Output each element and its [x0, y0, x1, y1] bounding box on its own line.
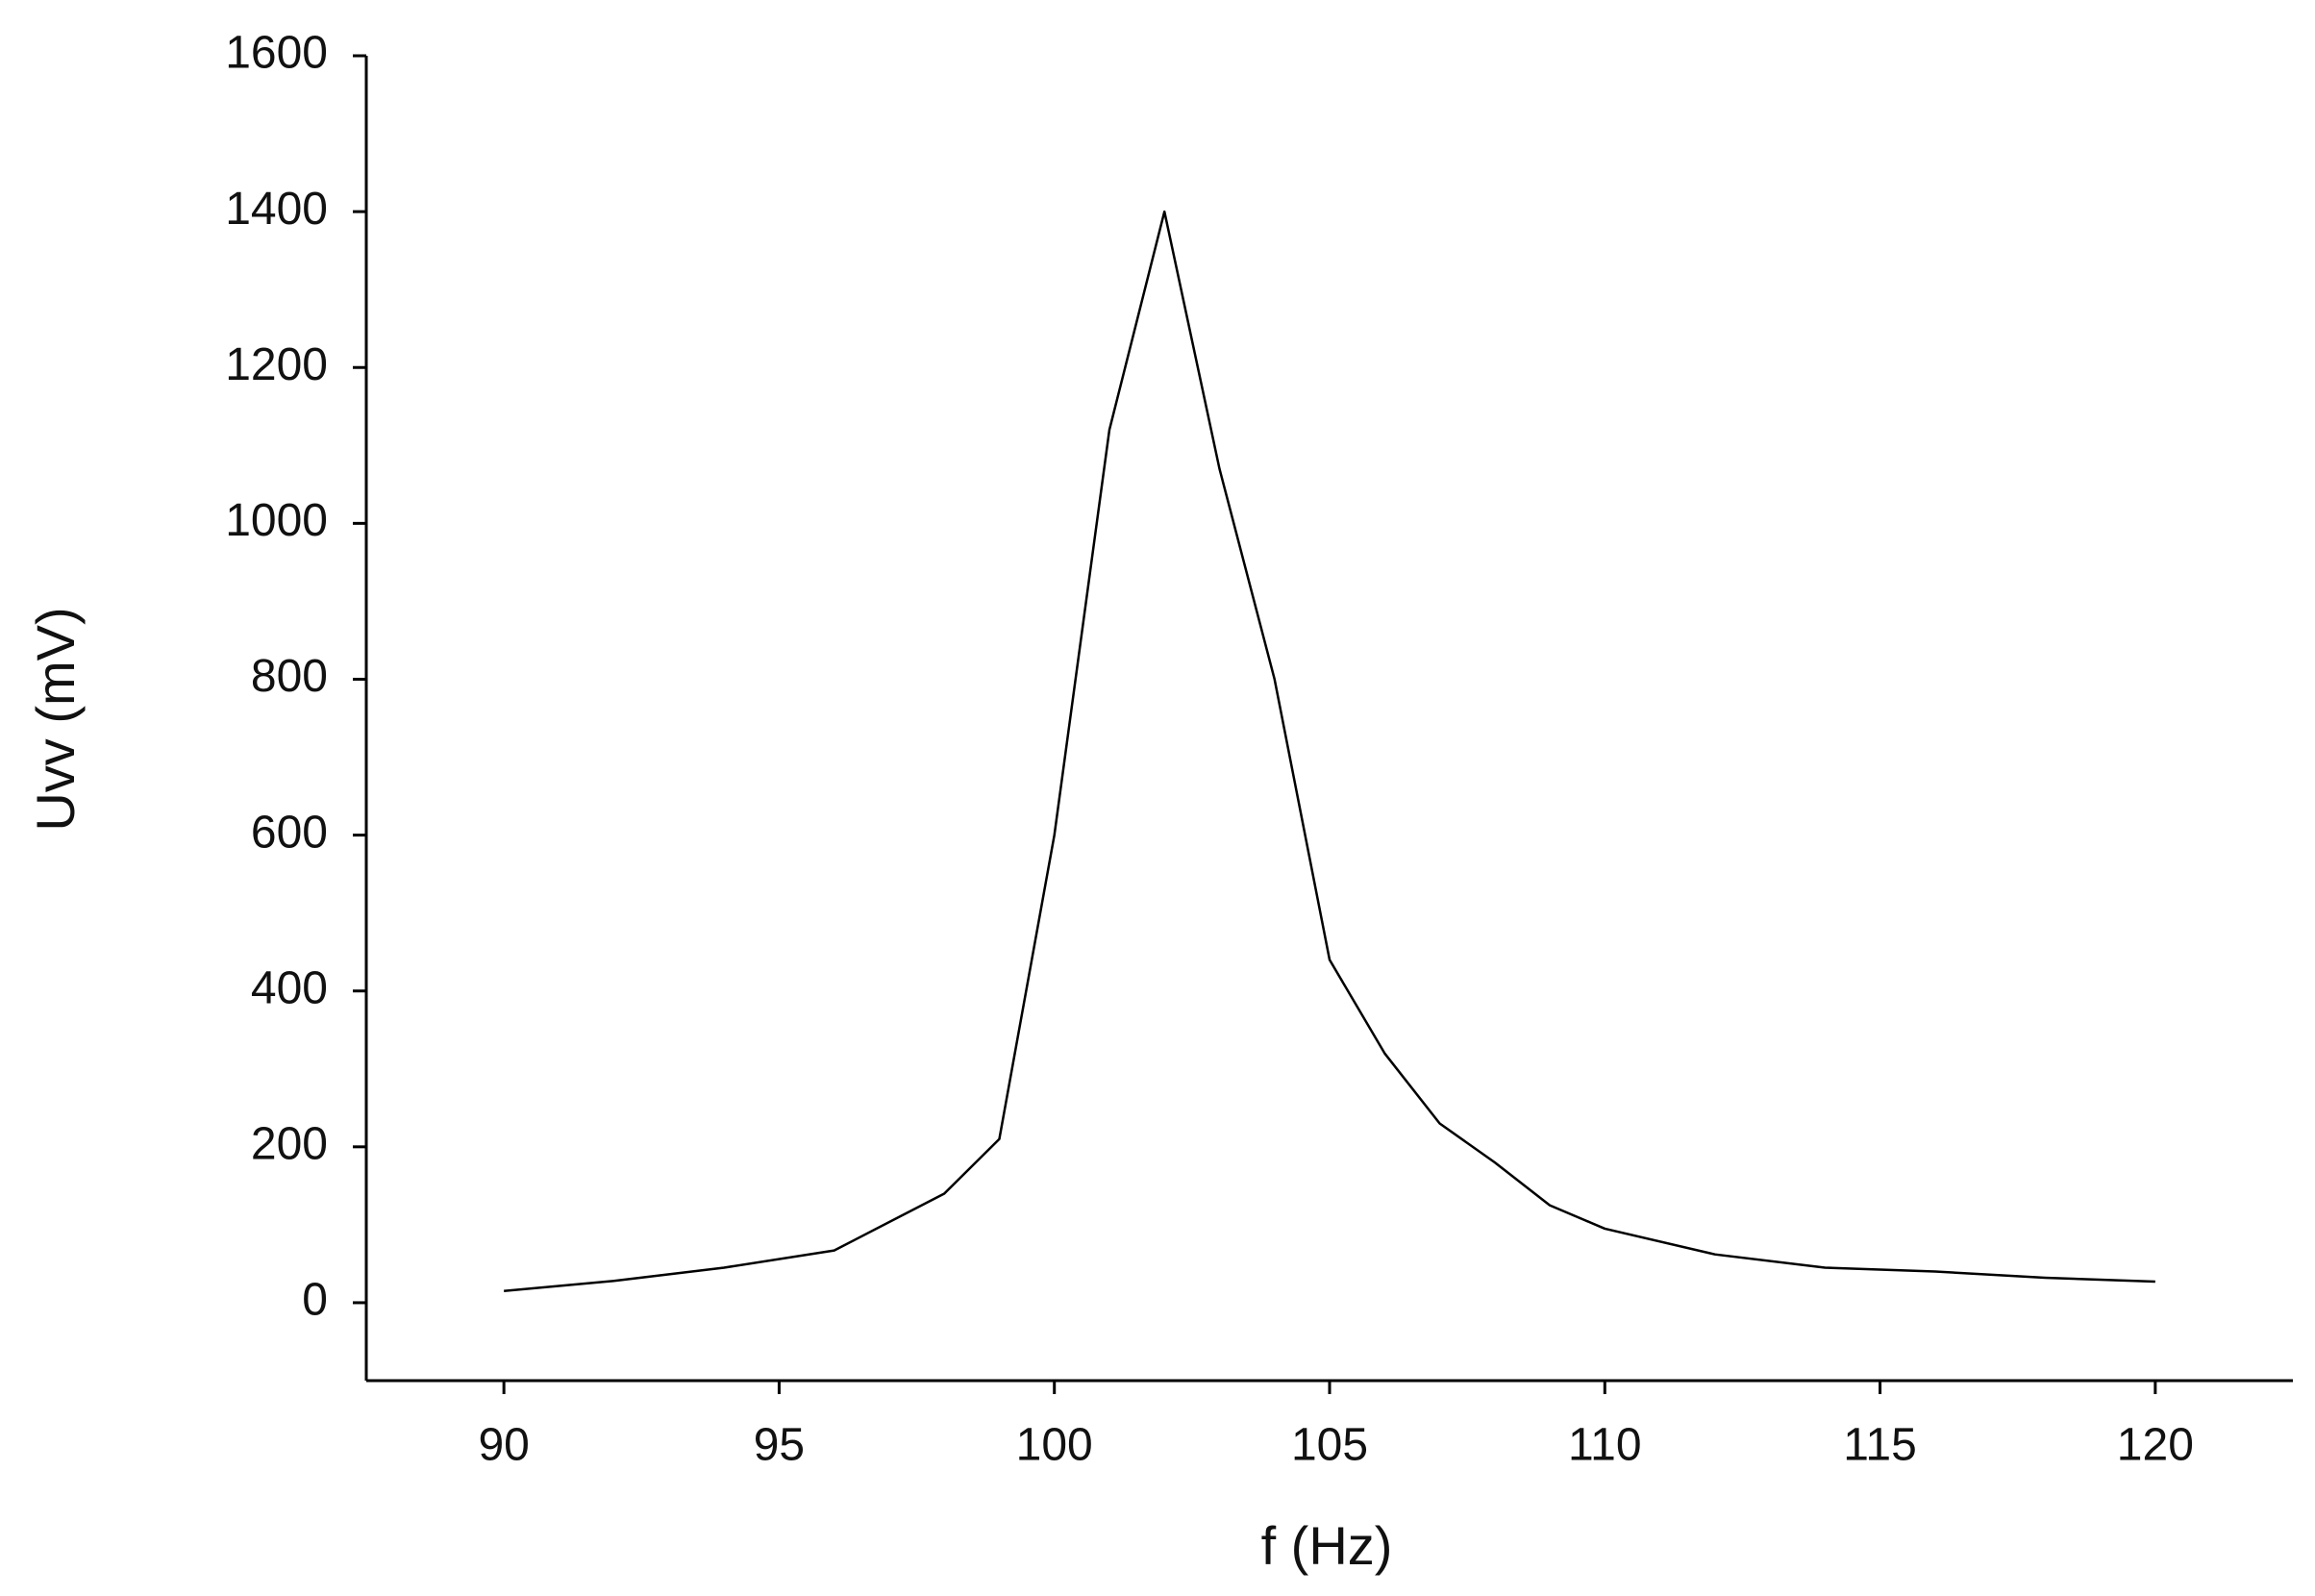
x-tick-label: 100 [1016, 1420, 1093, 1471]
y-tick-label: 1600 [225, 28, 328, 79]
y-tick-label: 600 [251, 807, 328, 858]
x-tick-label: 120 [2117, 1420, 2194, 1471]
y-tick-label: 400 [251, 962, 328, 1013]
y-tick-label: 200 [251, 1118, 328, 1169]
y-tick-label: 0 [302, 1275, 328, 1326]
x-tick-label: 90 [478, 1420, 529, 1471]
y-tick-label: 1400 [225, 184, 328, 235]
x-tick-label: 110 [1568, 1420, 1642, 1471]
line-series [504, 210, 2155, 1293]
y-tick-label: 1200 [225, 339, 328, 390]
y-tick-label: 1000 [225, 495, 328, 546]
x-tick-label: 95 [754, 1420, 805, 1471]
x-tick-label: 105 [1291, 1420, 1368, 1471]
x-axis-label: f (Hz) [1261, 1515, 1393, 1576]
y-axis-label: Uvv (mV) [25, 607, 86, 831]
x-tick-label: 115 [1843, 1420, 1917, 1471]
y-tick-label: 800 [251, 651, 328, 702]
